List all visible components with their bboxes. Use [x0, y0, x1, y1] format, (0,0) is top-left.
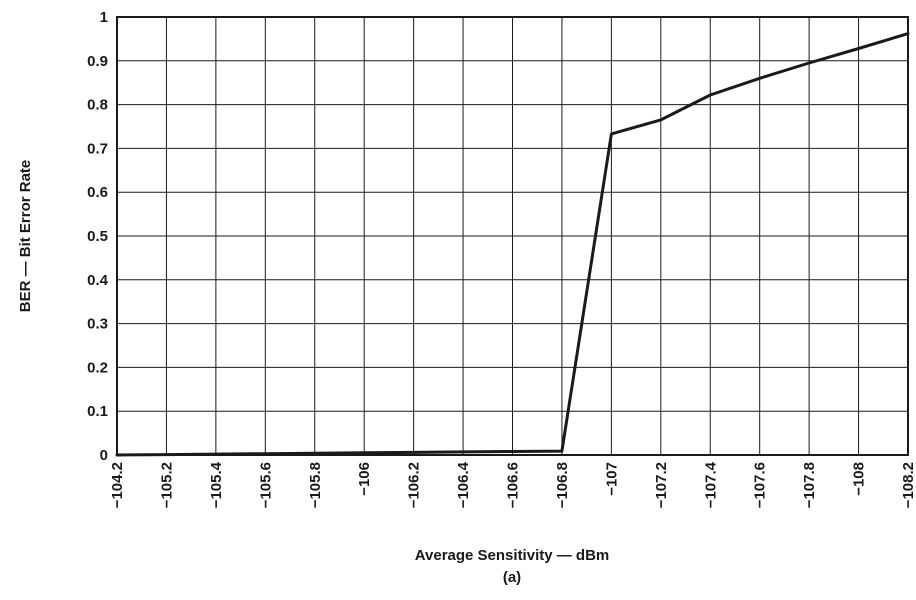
series-group — [115, 32, 910, 457]
x-tick-label: −108 — [851, 462, 868, 496]
y-tick-label: 0.2 — [87, 359, 108, 376]
x-tick-label: −105.8 — [307, 462, 324, 508]
x-tick-label: −106.4 — [455, 461, 472, 508]
x-tick-label: −105.6 — [257, 462, 274, 508]
y-axis-label: BER — Bit Error Rate — [17, 160, 34, 313]
x-tick-label: −105.2 — [158, 462, 175, 508]
x-tick-label: −104.2 — [109, 462, 126, 508]
y-tick-label: 0.4 — [87, 272, 109, 289]
x-tick-label: −105.4 — [208, 461, 225, 508]
y-tick-label: 0.7 — [87, 140, 108, 157]
y-tick-label: 0.1 — [87, 403, 108, 420]
figure-sublabel: (a) — [503, 569, 521, 586]
x-tick-label: −107 — [603, 462, 620, 496]
x-tick-label: −106.2 — [406, 462, 423, 508]
x-tick-label: −106.6 — [505, 462, 522, 508]
y-tick-label: 0.9 — [87, 53, 108, 70]
x-tick-label: −107.2 — [653, 462, 670, 508]
x-tick-label: −107.8 — [801, 462, 818, 508]
grid — [117, 17, 908, 455]
plot-frame — [116, 16, 909, 456]
x-tick-labels: −104.2 −105.2 −105.4 −105.6 −105.8 −106 −106.2… — [109, 461, 916, 508]
x-tick-label: −106.8 — [554, 462, 571, 508]
y-tick-label: 1 — [100, 9, 108, 26]
y-tick-labels: 0 0.1 0.2 0.3 0.4 0.5 0.6 0.7 0.8 0.9 1 — [87, 9, 109, 464]
y-tick-label: 0 — [100, 447, 108, 464]
y-tick-label: 0.6 — [87, 184, 108, 201]
x-tick-label: −108.2 — [900, 462, 916, 508]
x-tick-label: −107.4 — [702, 461, 719, 508]
x-tick-label: −107.6 — [752, 462, 769, 508]
series-line-1 — [115, 32, 910, 457]
x-tick-label: −106 — [356, 462, 373, 496]
y-tick-label: 0.5 — [87, 228, 108, 245]
x-axis-label: Average Sensitivity — dBm — [415, 547, 610, 564]
y-tick-label: 0.8 — [87, 97, 108, 114]
y-tick-label: 0.3 — [87, 316, 108, 333]
